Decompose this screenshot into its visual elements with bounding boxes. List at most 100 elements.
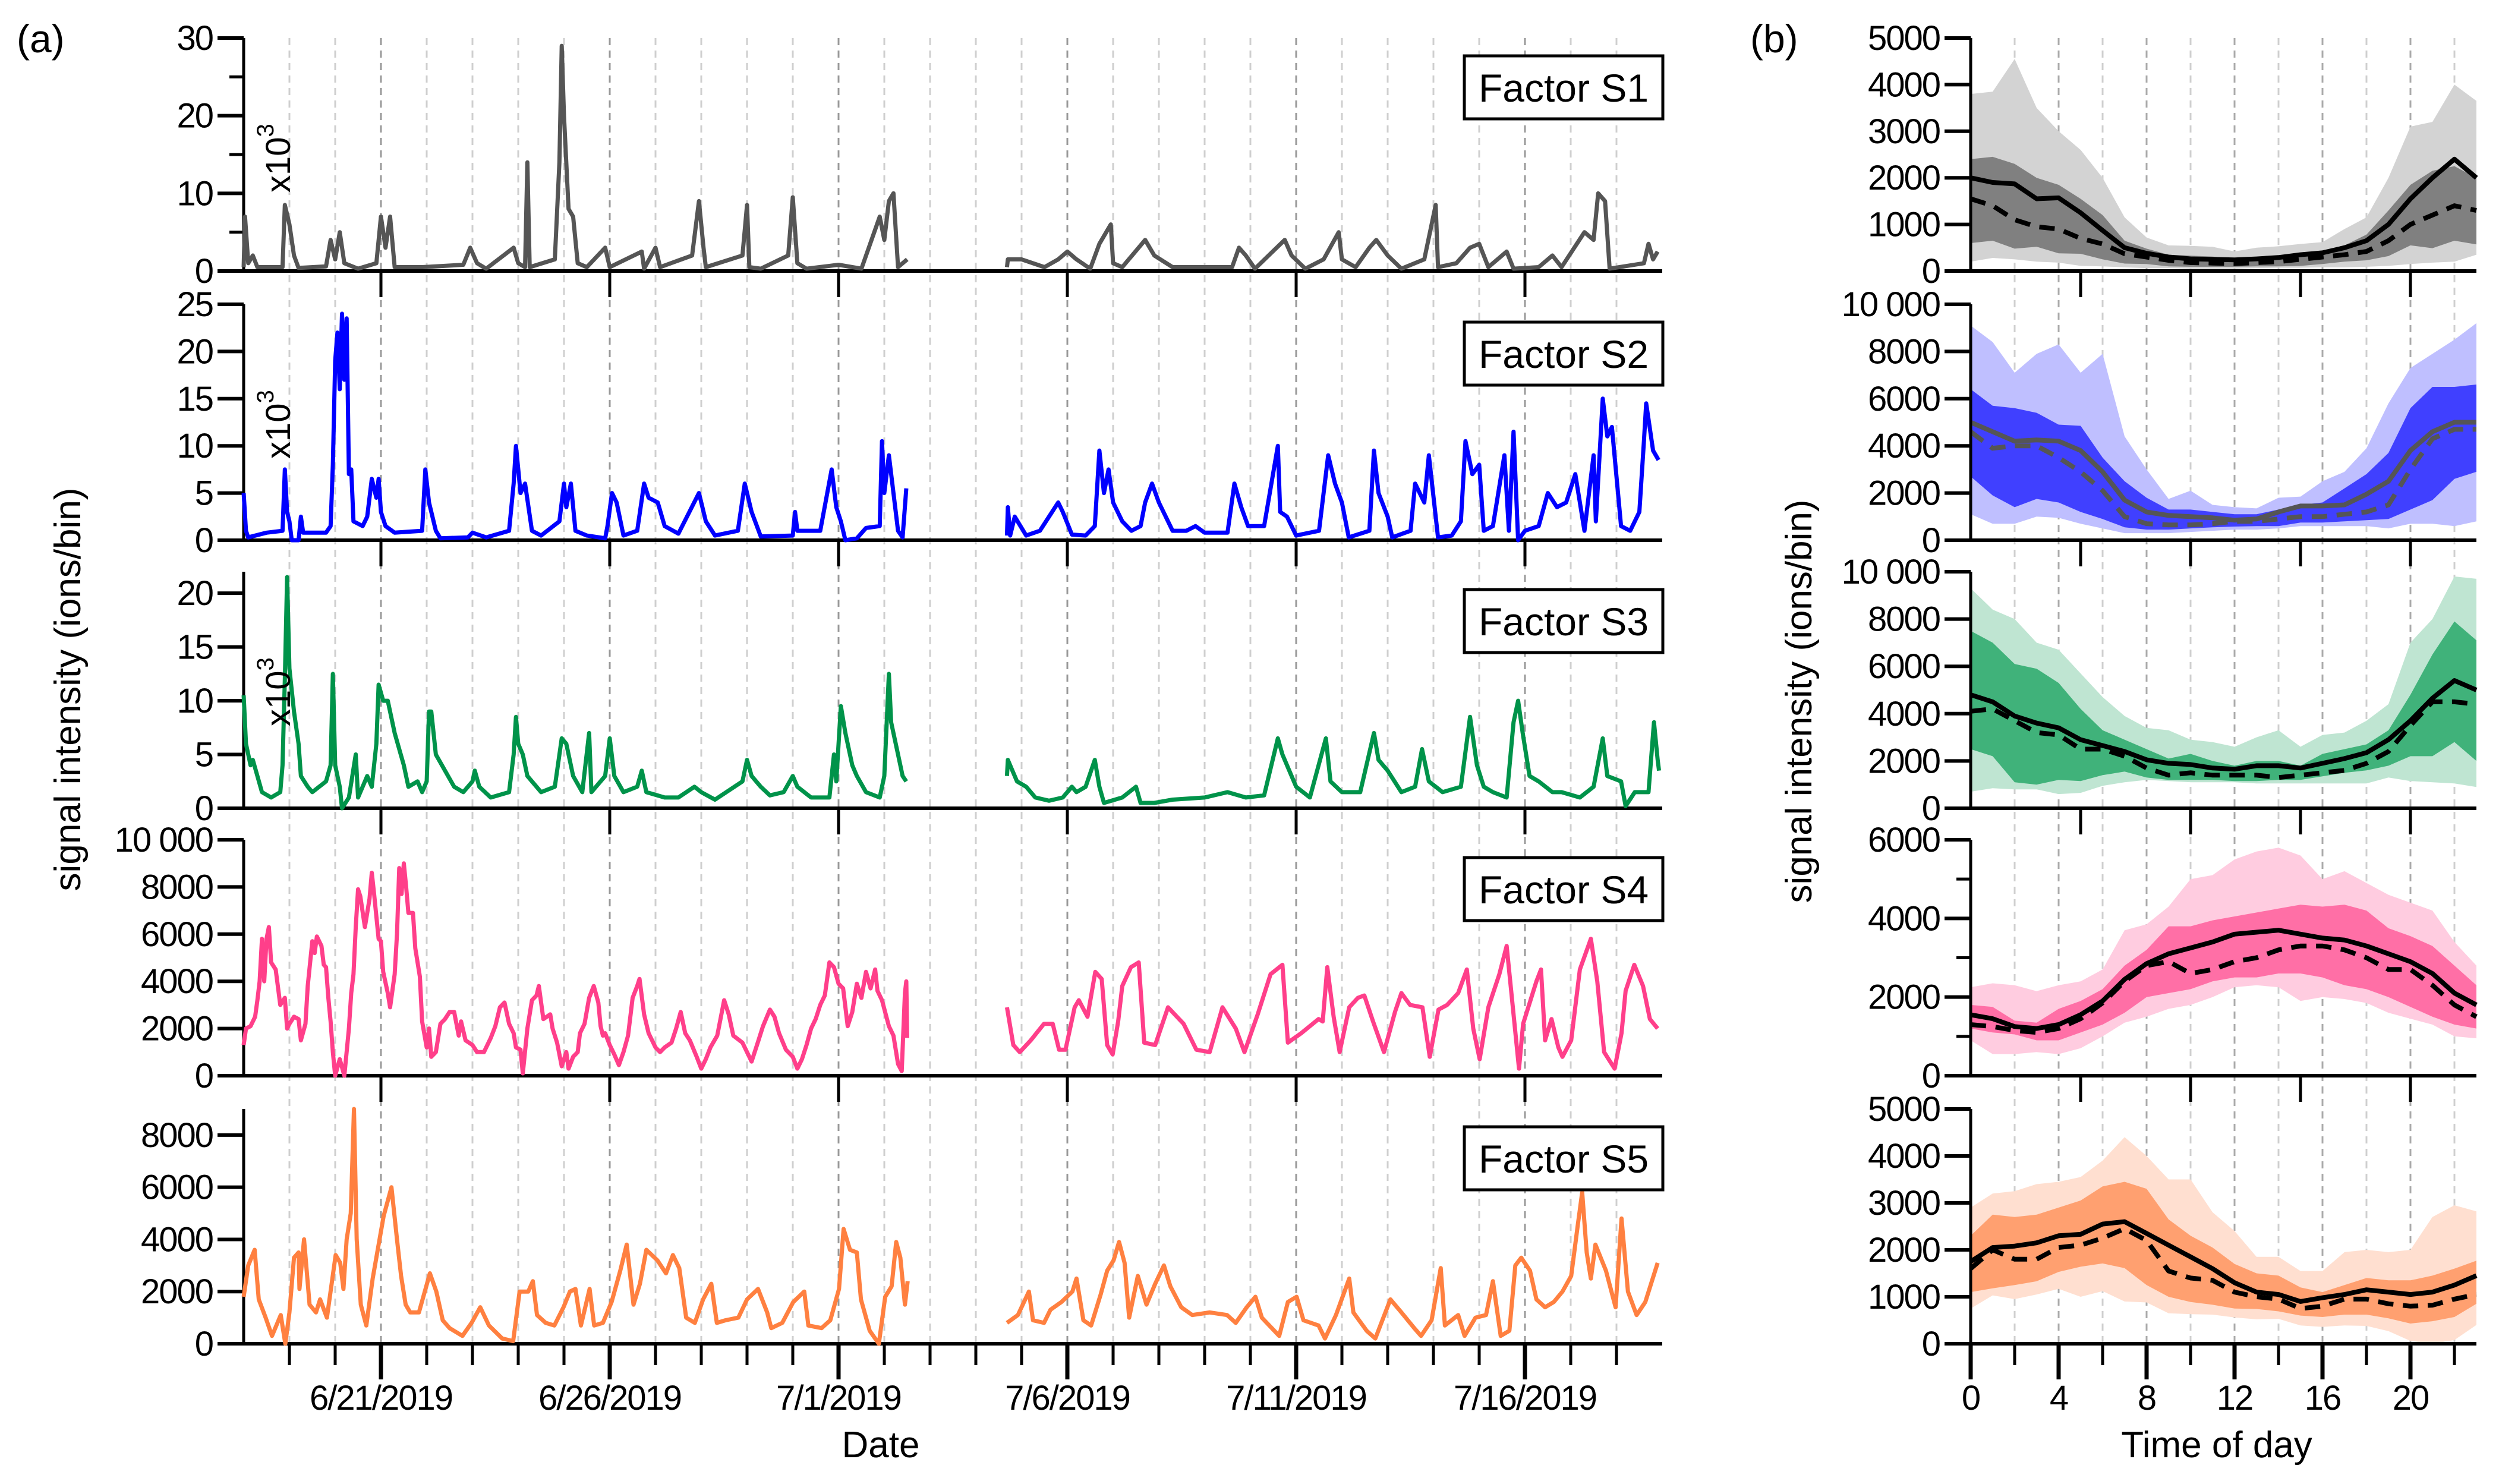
factor-label-box xyxy=(1463,1125,1665,1192)
factor-label-box xyxy=(1463,320,1665,387)
y-tick-label: 25 xyxy=(177,285,213,324)
row-factor-s4: 0 2000 4000 6000 8000 10 000 Factor S4 xyxy=(115,821,1665,1102)
y-tick-label: 0 xyxy=(195,789,213,828)
median-line xyxy=(1969,1225,2477,1311)
median-line xyxy=(1969,427,2476,528)
x-tick-label: 4 xyxy=(2050,1379,2068,1417)
y-tick-label: 0 xyxy=(195,1057,213,1095)
data-line-segment-2 xyxy=(1004,698,1662,808)
x-tick-label: 7/6/2019 xyxy=(1005,1379,1130,1417)
mean-line xyxy=(1969,420,2476,523)
y-tick-label: 20 xyxy=(177,97,213,136)
y-tick-label: 4000 xyxy=(1868,899,1940,938)
data-line-segment-2 xyxy=(1004,937,1660,1071)
y-multiplier-exponent: 3 xyxy=(253,657,279,670)
y-multiplier-label: x103 xyxy=(253,390,298,459)
data-line-segment-2 xyxy=(1006,1190,1660,1341)
y-tick-label: 0 xyxy=(195,1325,213,1363)
y-tick-label: 2000 xyxy=(141,1010,213,1048)
y-multiplier-exponent: 3 xyxy=(253,390,279,403)
y-tick-label: 20 xyxy=(177,332,213,371)
x-tick-label: 12 xyxy=(2217,1379,2253,1417)
y-tick-label: 8000 xyxy=(1868,332,1940,371)
y-tick-label: 6000 xyxy=(1868,380,1940,418)
y-tick-label: 20 xyxy=(177,574,213,613)
factor-label-box xyxy=(1463,588,1665,654)
factor-label: Factor S1 xyxy=(1479,66,1649,110)
y-tick-label: 4000 xyxy=(141,1220,213,1259)
y-tick-label: 2000 xyxy=(1868,159,1940,197)
panel-b-diurnal: 0100020003000400050000200040006000800010… xyxy=(1842,19,2478,1417)
factor-label-box xyxy=(1463,856,1665,922)
y-tick-label: 2000 xyxy=(1868,978,1940,1017)
band-25-75-percentile xyxy=(1971,156,2476,267)
y-tick-label: 3000 xyxy=(1868,112,1940,151)
mean-line xyxy=(1969,678,2478,772)
y-tick-label: 30 xyxy=(177,19,213,58)
y-multiplier-exponent: 3 xyxy=(253,124,279,137)
data-line-segment-2 xyxy=(1004,396,1660,543)
y-tick-label: 1000 xyxy=(1868,1278,1940,1316)
panel-b-label: (b) xyxy=(1750,17,1798,61)
panel-a-x-axis-title: Date xyxy=(842,1425,920,1466)
factor-label: Factor S5 xyxy=(1479,1137,1649,1181)
panel-b-x-axis-title: Time of day xyxy=(2121,1425,2312,1466)
y-tick-label: 2000 xyxy=(1868,474,1940,513)
y-multiplier-label: x103 xyxy=(253,657,298,726)
y-tick-label: 4000 xyxy=(1868,1137,1940,1176)
x-tick-label: 7/1/2019 xyxy=(776,1379,901,1417)
y-tick-label: 6000 xyxy=(1868,821,1940,859)
y-tick-label: 2000 xyxy=(1868,1231,1940,1269)
y-multiplier-base: x10 xyxy=(259,670,298,726)
mean-line xyxy=(1970,156,2478,263)
y-multiplier-label: x103 xyxy=(253,124,298,193)
y-multiplier-base: x10 xyxy=(259,137,298,193)
y-tick-label: 4000 xyxy=(1868,65,1940,104)
x-tick-label: 7/16/2019 xyxy=(1454,1379,1596,1417)
y-tick-label: 0 xyxy=(195,252,213,291)
factor-label-box xyxy=(1463,54,1665,121)
row-factor-s5: 0 2000 4000 6000 8000 6/21/2019 6/26/2019 7/1/2… xyxy=(141,1107,1665,1417)
y-tick-label: 10 xyxy=(177,174,213,213)
y-tick-label: 5000 xyxy=(1868,19,1940,58)
diurnal-row-factor-s4: 0 2000 4000 6000 xyxy=(1868,821,2478,1102)
data-line-segment-1 xyxy=(241,311,909,543)
diurnal-row-factor-s3: 0 2000 4000 6000 8000 10 000 xyxy=(1842,553,2478,834)
row-factor-s1: 0 10 20 30 x103 Factor S1 xyxy=(177,19,1665,297)
x-tick-label: 8 xyxy=(2138,1379,2155,1417)
mean-line xyxy=(1970,928,2478,1031)
y-tick-label: 10 000 xyxy=(115,821,213,859)
y-tick-label: 2000 xyxy=(141,1272,213,1311)
y-tick-label: 0 xyxy=(195,521,213,560)
x-tick-label: 16 xyxy=(2305,1379,2341,1417)
y-multiplier-base: x10 xyxy=(259,403,298,459)
median-line xyxy=(1969,196,2477,266)
band-25-75-percentile xyxy=(1971,1181,2476,1324)
y-tick-label: 5000 xyxy=(1868,1090,1940,1129)
y-tick-label: 0 xyxy=(1922,789,1940,828)
y-tick-label: 0 xyxy=(1922,1057,1940,1095)
y-tick-label: 0 xyxy=(1922,521,1940,560)
y-tick-label: 10 xyxy=(177,682,213,720)
y-tick-label: 4000 xyxy=(1868,695,1940,733)
mean-line xyxy=(1969,1219,2478,1304)
panel-a-label: (a) xyxy=(17,17,65,61)
y-tick-label: 8000 xyxy=(1868,600,1940,639)
y-tick-label: 0 xyxy=(1922,252,1940,291)
y-tick-label: 5 xyxy=(195,474,213,513)
y-tick-label: 4000 xyxy=(1868,427,1940,465)
x-tick-label: 6/26/2019 xyxy=(538,1379,681,1417)
median-line xyxy=(1970,943,2478,1035)
factor-label: Factor S2 xyxy=(1479,332,1649,376)
data-line-segment-1 xyxy=(241,43,909,271)
diurnal-row-factor-s1: 0 1000 2000 3000 4000 5000 xyxy=(1868,19,2478,297)
y-tick-label: 8000 xyxy=(141,868,213,906)
y-tick-label: 10 000 xyxy=(1842,553,1940,591)
y-tick-label: 0 xyxy=(1922,1325,1940,1363)
y-tick-label: 6000 xyxy=(1868,647,1940,686)
factor-label: Factor S4 xyxy=(1479,868,1649,912)
y-tick-label: 8000 xyxy=(141,1116,213,1155)
y-tick-label: 6000 xyxy=(141,1168,213,1207)
